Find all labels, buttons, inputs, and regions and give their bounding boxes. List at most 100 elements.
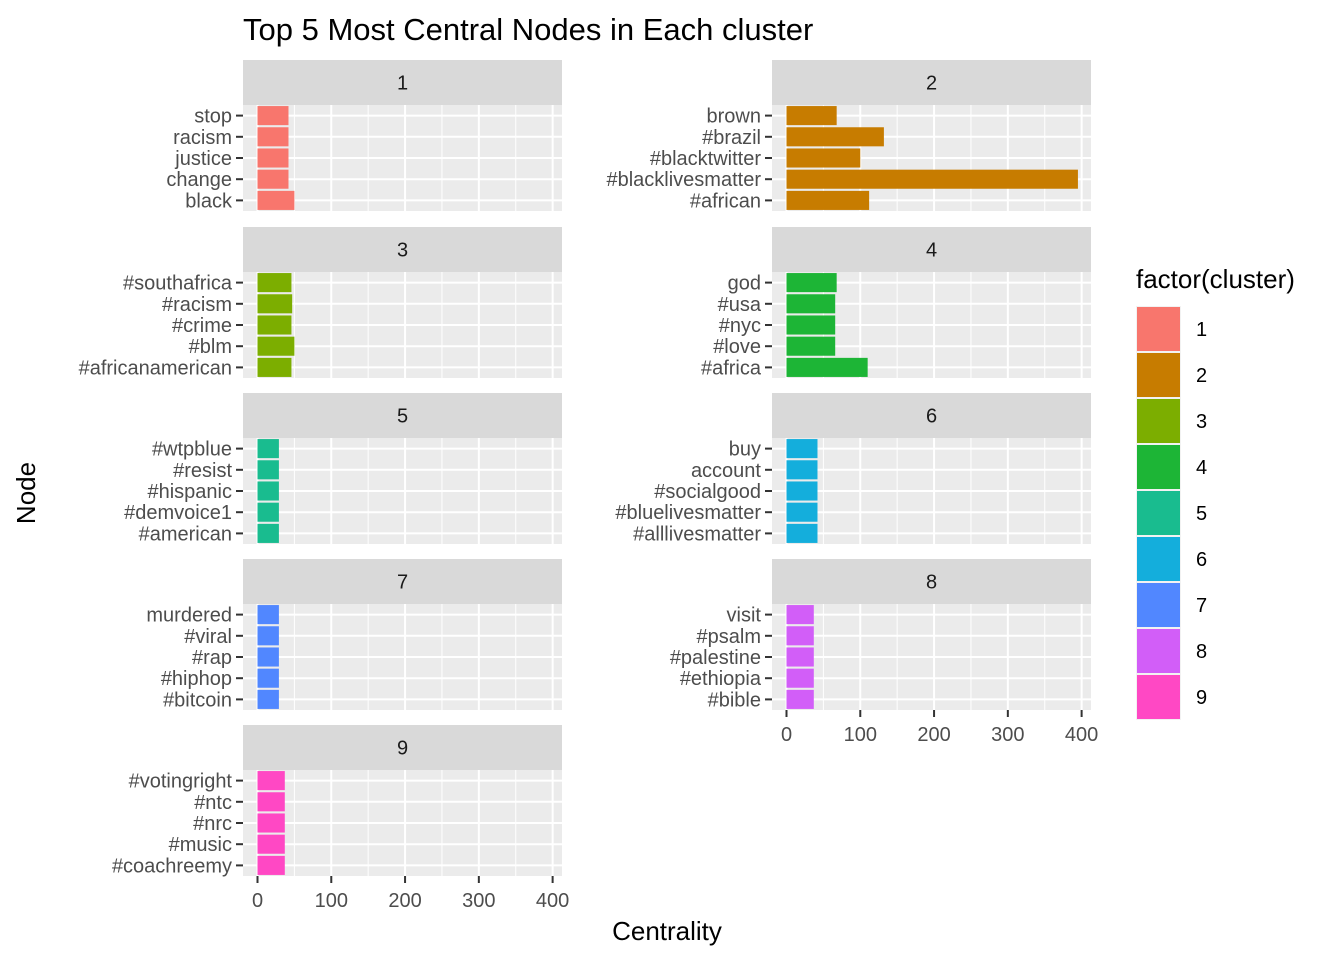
legend-swatch-6 [1137,537,1180,581]
bar-#viral [257,626,279,646]
bar-#ntc [257,792,285,812]
facet-strip-label: 3 [397,240,408,262]
legend-swatch-4 [1137,445,1180,489]
legend-label: 8 [1196,641,1207,663]
panel-cluster-9: 9 #coachreemy#music#nrc#ntc#votingright 0 1… [112,725,569,912]
bar-#nyc [786,315,836,335]
legend-swatch-9 [1137,675,1180,719]
bar-god [786,273,837,293]
bar-#hispanic [257,481,279,501]
bar-#african [786,190,870,210]
legend-swatch-7 [1137,583,1180,627]
facet-strip [243,393,562,438]
node-label: #africanamerican [79,357,232,379]
legend-label: 5 [1196,503,1207,525]
facet-strip-label: 4 [926,240,937,262]
node-label: racism [173,127,232,149]
legend: factor(cluster) 1 2 3 4 5 6 7 8 9 [1136,264,1295,720]
node-label: murdered [146,605,232,627]
facet-strip-label: 2 [926,73,937,95]
node-label: #love [713,336,761,358]
node-label: #wtpblue [152,439,232,461]
bar-#resist [257,460,279,480]
node-label: #africa [701,357,762,379]
legend-label: 6 [1196,549,1207,571]
x-tick-label: 400 [536,890,569,912]
node-label: #psalm [697,626,761,648]
node-label: justice [174,148,232,170]
node-label: #demvoice1 [124,502,232,524]
node-label: #nyc [719,315,761,337]
panel-cluster-6: 6 #alllivesmatter#bluelivesmatter#socialg… [615,393,1091,545]
bar-buy [786,439,818,459]
bar-#socialgood [786,481,818,501]
x-tick-label: 400 [1065,724,1098,746]
node-label: #socialgood [654,481,761,503]
bar-#racism [257,294,293,314]
x-tick-label: 100 [844,724,877,746]
x-tick-label: 0 [781,724,792,746]
bar-#africanamerican [257,357,292,377]
bar-#american [257,523,279,543]
bar-#music [257,834,285,854]
chart-title: Top 5 Most Central Nodes in Each cluster [243,12,813,47]
node-label: #southafrica [123,273,233,295]
bar-#bitcoin [257,689,279,709]
legend-swatch-3 [1137,399,1180,443]
bar-#usa [786,294,836,314]
bar-#rap [257,647,279,667]
node-label: #coachreemy [112,855,232,877]
facet-strip-label: 9 [397,738,408,760]
node-label: #music [169,834,232,856]
node-label: #brazil [702,127,761,149]
node-label: visit [727,605,762,627]
x-tick-label: 200 [917,724,950,746]
node-label: #viral [184,626,232,648]
node-label: #blm [189,336,232,358]
node-label: #usa [718,294,762,316]
node-label: #blacktwitter [650,148,761,170]
bar-#wtpblue [257,439,279,459]
node-label: #american [139,523,232,545]
facet-panels: 1blackchangejusticeracismstop2#african#b… [79,60,1098,912]
node-label: #ethiopia [680,668,762,690]
legend-label: 3 [1196,411,1207,433]
bar-visit [786,605,814,625]
node-label: #alllivesmatter [633,523,761,545]
node-label: #bitcoin [163,689,232,711]
facet-strip-label: 1 [397,73,408,95]
node-label: #crime [172,315,232,337]
bar-brown [786,106,837,126]
node-label: #palestine [670,647,761,669]
facet-strip [772,393,1091,438]
bar-#blacktwitter [786,148,861,168]
x-tick-label: 200 [388,890,421,912]
bar-#love [786,336,836,356]
bar-#coachreemy [257,855,285,875]
facet-strip [243,559,562,604]
bar-#psalm [786,626,814,646]
node-label: #racism [162,294,232,316]
node-label: #resist [173,460,232,482]
bar-account [786,460,818,480]
node-label: stop [194,106,232,128]
node-label: buy [729,439,761,461]
bar-black [257,190,295,210]
legend-label: 7 [1196,595,1207,617]
facet-strip-label: 6 [926,406,937,428]
x-tick-label: 0 [252,890,263,912]
facet-strip [772,60,1091,105]
panel-cluster-5: 5 #american#demvoice1#hispanic#resist#wtp… [124,393,562,545]
facet-strip [243,725,562,770]
legend-swatch-8 [1137,629,1180,673]
bar-#blm [257,336,295,356]
node-label: #blacklivesmatter [606,169,761,191]
legend-title: factor(cluster) [1136,264,1295,294]
bar-#blacklivesmatter [786,169,1078,189]
x-tick-label: 300 [462,890,495,912]
facet-strip [772,559,1091,604]
bar-#alllivesmatter [786,523,818,543]
bar-#demvoice1 [257,502,279,522]
y-axis-title: Node [11,462,41,524]
